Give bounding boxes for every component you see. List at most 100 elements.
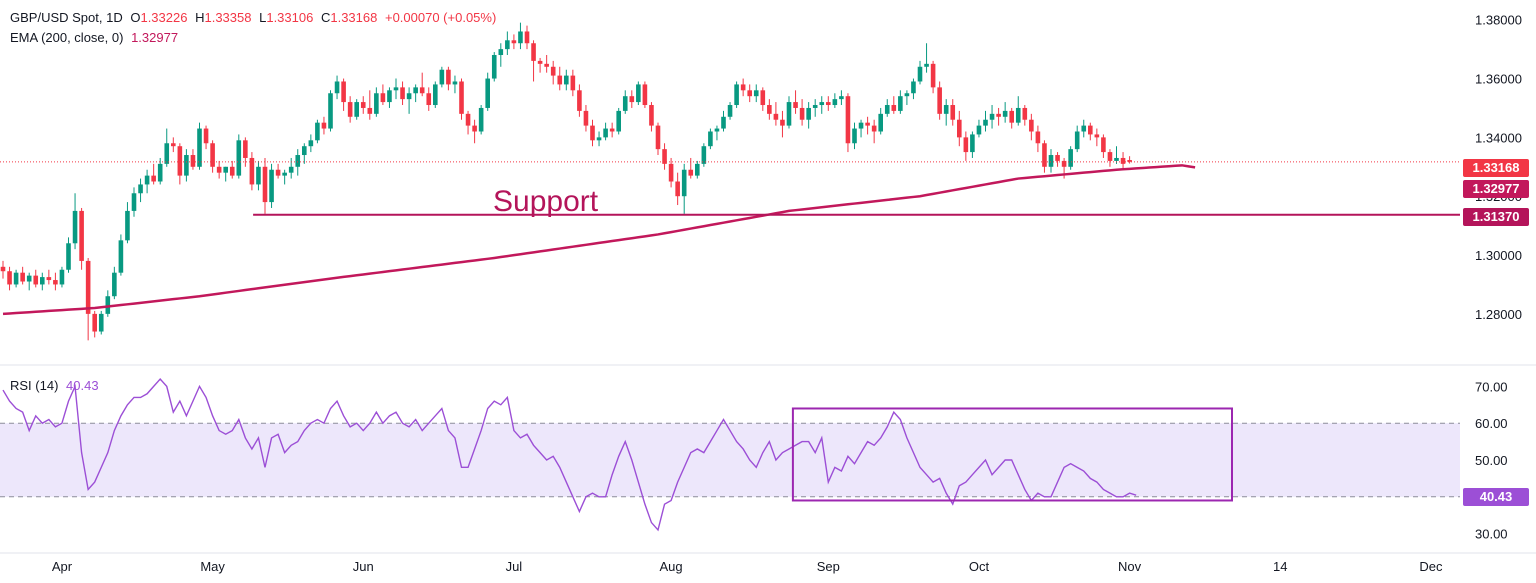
candle xyxy=(773,102,779,126)
candle xyxy=(937,81,942,120)
candle xyxy=(550,60,556,85)
candle-body xyxy=(190,155,196,167)
candle-body xyxy=(1094,134,1100,138)
candle-body xyxy=(321,122,327,129)
candle xyxy=(1127,156,1132,164)
candle xyxy=(210,140,215,173)
candle-body xyxy=(13,272,19,285)
rsi-tick-label: 50.00 xyxy=(1475,453,1508,468)
candle xyxy=(400,81,405,106)
candle-body xyxy=(177,146,183,176)
candle-body xyxy=(760,90,766,106)
candle-body xyxy=(446,69,451,85)
symbol-label: GBP/USD Spot, 1D xyxy=(10,10,123,25)
candle xyxy=(269,163,274,208)
time-tick-label: 14 xyxy=(1273,559,1287,574)
candle xyxy=(341,78,346,111)
rsi-legend-value: 40.43 xyxy=(66,378,99,393)
candle-body xyxy=(374,93,379,114)
time-tick-label: Dec xyxy=(1419,559,1443,574)
time-axis[interactable]: Apr May Jun Jul Aug Sep Oct Nov 14 Dec xyxy=(52,559,1443,574)
candle-body xyxy=(288,166,294,173)
candle-body xyxy=(157,163,163,182)
candle-body xyxy=(858,122,864,129)
candle-body xyxy=(184,155,189,176)
candle xyxy=(852,122,857,150)
candle xyxy=(144,169,150,194)
candle-body xyxy=(793,102,798,108)
candle xyxy=(570,69,576,97)
candle xyxy=(518,22,523,50)
candle xyxy=(957,110,962,147)
candle xyxy=(1029,113,1034,141)
price-tick-label: 1.28000 xyxy=(1475,307,1522,322)
candle xyxy=(963,131,969,161)
high-label: H xyxy=(195,10,205,25)
candle xyxy=(531,40,536,82)
candle xyxy=(780,110,785,138)
candle-body xyxy=(511,40,517,44)
candle xyxy=(1002,102,1008,123)
candle xyxy=(832,93,838,108)
candle xyxy=(151,163,156,185)
candle xyxy=(557,66,563,91)
price-tick-label: 1.30000 xyxy=(1475,248,1522,263)
candle-body xyxy=(1048,155,1054,167)
ema-line xyxy=(2,164,1196,316)
candle xyxy=(406,87,412,114)
candle-body xyxy=(577,90,582,111)
support-annotation: Support xyxy=(493,185,599,218)
candle xyxy=(131,187,137,217)
last-price-tag: 1.33168 xyxy=(1463,159,1529,177)
candle xyxy=(302,143,307,164)
candle-body xyxy=(1055,155,1060,161)
candle-body xyxy=(491,55,497,79)
candle xyxy=(157,157,163,185)
candle xyxy=(524,25,530,50)
candle-body xyxy=(53,280,58,285)
candle-body xyxy=(452,81,458,85)
candle-body xyxy=(963,137,969,153)
candle xyxy=(184,149,189,182)
candle-body xyxy=(714,128,720,132)
candle xyxy=(865,116,870,135)
candle-body xyxy=(439,69,445,85)
price-tick-label: 1.36000 xyxy=(1475,72,1522,87)
candle xyxy=(871,119,877,144)
candle xyxy=(216,160,222,179)
candle xyxy=(112,266,117,300)
candle-body xyxy=(1061,160,1067,167)
candle-body xyxy=(210,143,215,167)
candle-body xyxy=(1107,152,1113,161)
ema-200-line xyxy=(2,164,1196,316)
candle xyxy=(681,163,687,214)
candle xyxy=(845,93,851,153)
candle xyxy=(989,105,995,129)
candle xyxy=(118,234,124,276)
candle xyxy=(930,60,936,94)
candle xyxy=(465,110,471,135)
rsi-line xyxy=(2,377,1137,532)
candle xyxy=(308,134,314,153)
candle xyxy=(262,157,268,214)
candle-body xyxy=(85,260,91,314)
change-value: +0.00070 (+0.05%) xyxy=(384,10,497,25)
candle-body xyxy=(622,96,628,111)
candle-body xyxy=(282,172,287,176)
candle-body xyxy=(59,269,65,285)
ema-legend-label: EMA (200, close, 0) xyxy=(10,30,124,45)
candle xyxy=(1015,96,1021,126)
candle xyxy=(812,99,818,117)
candle-body xyxy=(826,102,831,106)
candle-body xyxy=(904,93,910,97)
candle-body xyxy=(1074,131,1080,150)
candle-body xyxy=(753,90,759,97)
candle xyxy=(760,87,766,111)
candle xyxy=(446,66,451,91)
candle-body xyxy=(518,31,523,44)
candle-body xyxy=(721,116,726,129)
candle-body xyxy=(570,75,576,91)
candle xyxy=(819,96,825,114)
candle xyxy=(714,125,720,141)
